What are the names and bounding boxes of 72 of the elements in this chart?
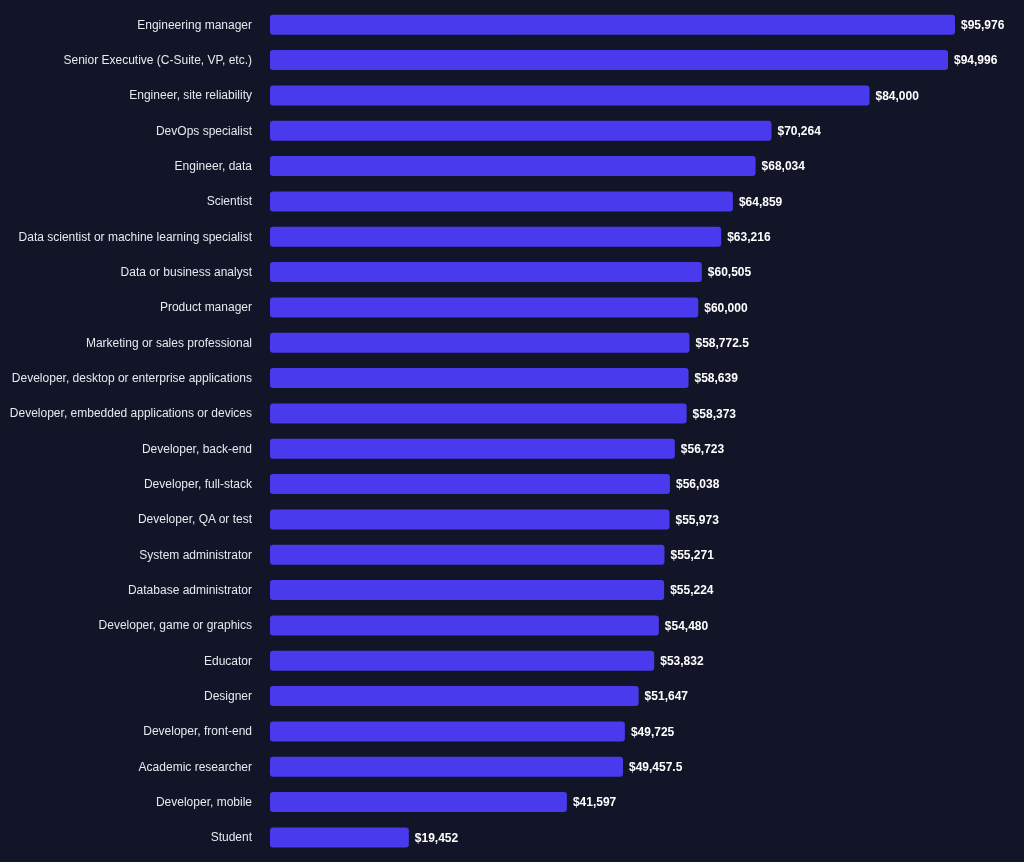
data-label: $70,264 <box>777 124 822 139</box>
y-tick-label: Developer, full-stack <box>143 477 253 491</box>
data-label: $56,723 <box>680 442 725 457</box>
y-tick-label: Product manager <box>159 300 252 315</box>
y-tick-label: Engineering manager <box>137 17 252 32</box>
bar <box>270 544 665 565</box>
bar <box>270 686 639 707</box>
data-label: $84,000 <box>875 88 920 103</box>
bar <box>270 368 689 389</box>
data-label: $94,996 <box>954 53 998 68</box>
bar <box>270 120 772 141</box>
data-label: $49,457.5 <box>628 760 683 775</box>
y-tick-label: Database administrator <box>127 583 252 597</box>
y-tick-label: Developer, back-end <box>141 441 252 456</box>
data-label: $55,973 <box>675 512 720 527</box>
y-tick-label: Engineer, site reliability <box>129 88 252 103</box>
data-label: $95,976 <box>961 18 1005 33</box>
bar <box>270 756 623 777</box>
data-label: $58,373 <box>692 406 737 421</box>
data-label: $58,772.5 <box>695 336 750 351</box>
bar <box>270 156 756 177</box>
y-tick-label: Designer <box>203 689 252 703</box>
data-label: $55,271 <box>670 548 715 563</box>
bar <box>270 297 699 318</box>
y-tick-label: Academic researcher <box>138 759 252 774</box>
bar <box>270 332 690 353</box>
y-tick-label: Developer, embedded applications or devices <box>9 406 252 421</box>
data-label: $54,480 <box>664 618 709 633</box>
bar <box>270 474 670 495</box>
y-tick-label: Developer, game or graphics <box>98 618 252 633</box>
bar <box>270 403 687 424</box>
bar <box>270 792 567 813</box>
bar <box>270 50 949 71</box>
data-label: $53,832 <box>660 654 704 669</box>
data-label: $49,725 <box>630 724 675 739</box>
data-label: $63,216 <box>727 230 771 245</box>
y-tick-label: Data or business analyst <box>120 265 253 279</box>
y-tick-label: Marketing or sales professional <box>85 335 252 350</box>
bar <box>270 509 670 530</box>
bar <box>270 721 625 742</box>
bar <box>270 191 733 212</box>
y-tick-label: Educator <box>203 653 252 668</box>
y-tick-label: Senior Executive (C-Suite, VP, etc.) <box>63 53 252 67</box>
y-tick-label: Developer, QA or test <box>137 512 253 527</box>
data-label: $60,505 <box>707 265 752 280</box>
bar <box>270 615 659 636</box>
bar <box>270 14 955 35</box>
data-label: $68,034 <box>761 159 806 174</box>
y-tick-label: Student <box>210 830 253 845</box>
bar <box>270 226 722 247</box>
bar <box>270 85 870 106</box>
y-tick-label: Scientist <box>206 194 253 209</box>
bar <box>270 650 655 671</box>
bar <box>270 438 675 459</box>
data-label: $56,038 <box>675 477 720 492</box>
data-label: $60,000 <box>704 300 748 315</box>
data-label: $41,597 <box>572 795 617 810</box>
y-tick-label: System administrator <box>139 547 252 562</box>
data-label: $51,647 <box>644 689 689 704</box>
y-tick-label: Developer, desktop or enterprise applications <box>11 371 252 385</box>
bar <box>270 827 409 848</box>
y-tick-label: DevOps specialist <box>155 123 253 138</box>
y-tick-label: Data scientist or machine learning specialist <box>18 229 253 244</box>
data-label: $55,224 <box>670 583 714 598</box>
y-tick-label: Engineer, data <box>174 159 253 173</box>
data-label: $58,639 <box>694 371 739 386</box>
data-label: $19,452 <box>414 830 459 845</box>
bar <box>270 262 702 283</box>
bar <box>270 580 665 601</box>
y-tick-label: Developer, mobile <box>155 795 253 809</box>
data-label: $64,859 <box>738 194 783 209</box>
y-tick-label: Developer, front-end <box>143 724 252 739</box>
